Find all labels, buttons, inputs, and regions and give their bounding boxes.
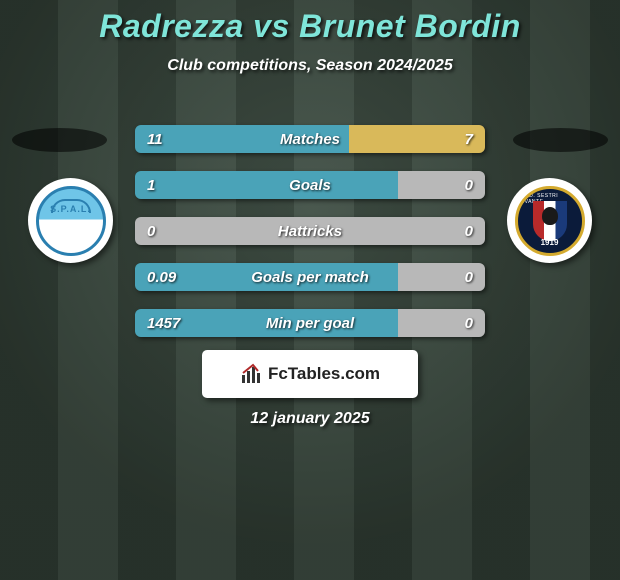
badge-shadow-left	[12, 128, 107, 152]
subtitle: Club competitions, Season 2024/2025	[0, 57, 620, 75]
stat-value-left: 1457	[147, 309, 180, 337]
stats-bars: Matches117Goals10Hattricks00Goals per ma…	[135, 125, 485, 355]
stat-label: Matches	[135, 125, 485, 153]
sestri-crest: U.S.D. SESTRI LEVANTE 1919	[515, 186, 585, 256]
stat-label: Goals per match	[135, 263, 485, 291]
stat-row: Matches11 7	[135, 125, 485, 153]
spal-crest: S.P.A.L.	[36, 186, 106, 256]
stat-value-left: 1	[147, 171, 155, 199]
stat-value-right: 0	[465, 263, 473, 291]
stat-value-right: 7	[465, 125, 473, 153]
content: Radrezza vs Brunet Bordin Club competiti…	[0, 0, 620, 580]
brand-badge: FcTables.com	[202, 350, 418, 398]
sestri-shield	[533, 201, 567, 241]
badge-shadow-right	[513, 128, 608, 152]
stat-value-right: 0	[465, 309, 473, 337]
stat-value-right: 0	[465, 217, 473, 245]
stat-label: Min per goal	[135, 309, 485, 337]
stat-row: Hattricks0 0	[135, 217, 485, 245]
stat-value-left: 11	[147, 125, 163, 153]
stat-value-left: 0	[147, 217, 155, 245]
brand-text: FcTables.com	[268, 364, 380, 384]
stat-row: Min per goal1457 0	[135, 309, 485, 337]
stat-label: Hattricks	[135, 217, 485, 245]
brand-chart-icon	[240, 363, 262, 385]
stat-row: Goals per match0.09 0	[135, 263, 485, 291]
stat-value-left: 0.09	[147, 263, 176, 291]
stat-label: Goals	[135, 171, 485, 199]
stat-value-right: 0	[465, 171, 473, 199]
page-title: Radrezza vs Brunet Bordin	[0, 0, 620, 45]
snapshot-date: 12 january 2025	[0, 410, 620, 428]
team-badge-right: U.S.D. SESTRI LEVANTE 1919	[507, 178, 592, 263]
spal-crest-text: S.P.A.L.	[50, 204, 91, 214]
sestri-year: 1919	[541, 238, 559, 247]
team-badge-left: S.P.A.L.	[28, 178, 113, 263]
stat-row: Goals1 0	[135, 171, 485, 199]
